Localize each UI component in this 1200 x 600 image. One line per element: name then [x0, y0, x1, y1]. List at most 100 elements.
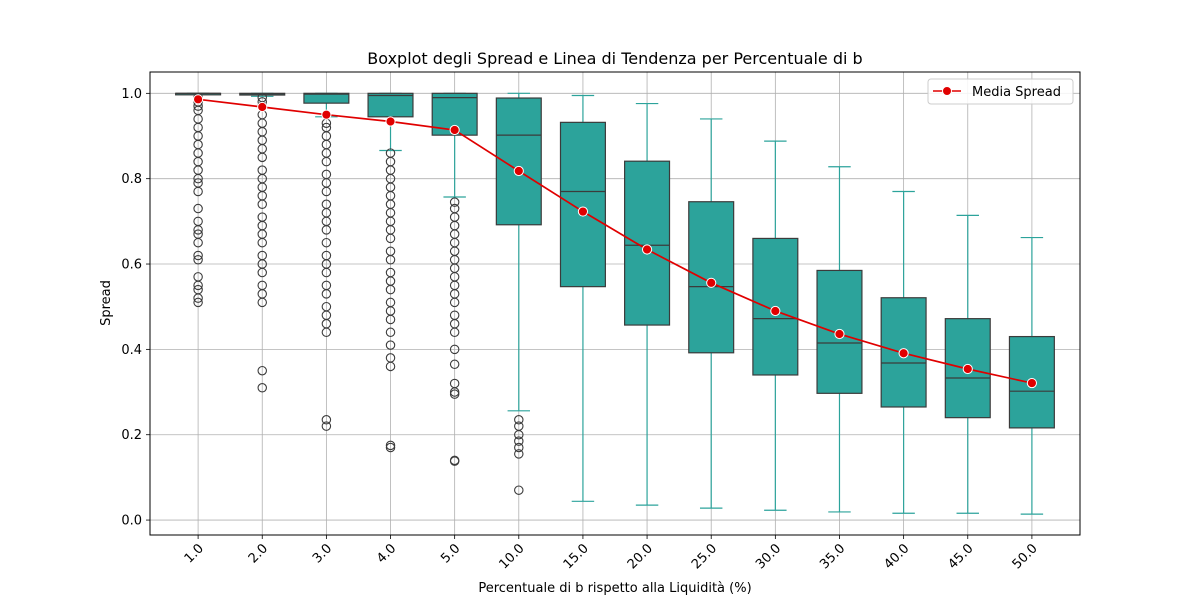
chart-title: Boxplot degli Spread e Linea di Tendenza… — [367, 49, 862, 68]
box-25.0 — [688, 118, 735, 509]
mean-spread-point — [577, 206, 589, 217]
box-30.0 — [752, 140, 799, 511]
x-axis-label: Percentuale di b rispetto alla Liquidità… — [478, 581, 751, 596]
legend-label-media-spread: Media Spread — [972, 85, 1061, 100]
outlier-point — [193, 203, 203, 214]
outlier-point — [449, 378, 460, 389]
x-tick-label: 20.0 — [625, 541, 656, 572]
outlier-point — [514, 485, 524, 495]
outlier-point — [321, 169, 332, 180]
outlier-point — [449, 310, 460, 320]
legend-frame — [927, 78, 1074, 105]
mean-spread-point — [898, 348, 909, 359]
x-tick-label: 1.0 — [182, 541, 207, 566]
y-tick-label: 1.0 — [121, 87, 142, 102]
mean-spread-point — [834, 328, 845, 340]
box-15.0 — [559, 94, 606, 502]
outlier-point — [449, 455, 460, 466]
outlier-point — [385, 353, 396, 363]
box-20.0 — [624, 102, 671, 506]
y-tick-label: 0.2 — [121, 428, 142, 443]
outlier-point — [257, 92, 267, 103]
outlier-point — [257, 212, 267, 222]
outlier-point — [385, 246, 396, 256]
x-tick-label: 35.0 — [817, 541, 848, 572]
box-50.0 — [1008, 236, 1055, 515]
outlier-point — [514, 449, 524, 459]
outlier-point — [193, 250, 203, 261]
outlier-point — [321, 421, 332, 431]
outlier-point — [514, 421, 524, 431]
outlier-point — [257, 250, 267, 261]
outlier-point — [193, 229, 203, 239]
mean-spread-point — [193, 94, 204, 105]
mean-spread-point — [1026, 377, 1037, 389]
mean-spread-point — [513, 165, 524, 177]
outlier-point — [514, 415, 524, 425]
plot-frame — [149, 71, 1081, 536]
boxes — [175, 92, 1055, 515]
outlier-point — [321, 301, 332, 312]
mean-spread-point — [641, 244, 653, 255]
iqr-box — [624, 160, 671, 326]
outlier-point — [385, 148, 396, 158]
outlier-point — [385, 297, 396, 308]
mean-spread-point — [770, 305, 781, 317]
grid — [150, 72, 1080, 535]
outlier-point — [193, 255, 203, 265]
outlier-point — [514, 436, 524, 446]
outlier-point — [321, 199, 332, 210]
y-tick-label: 0.4 — [121, 343, 142, 358]
x-tick-label: 50.0 — [1010, 541, 1041, 572]
x-tick-label: 45.0 — [946, 541, 977, 572]
mean-spread-point — [449, 124, 460, 136]
x-tick-label: 2.0 — [246, 541, 271, 566]
x-tick-label: 40.0 — [881, 541, 912, 572]
y-tick-label: 0.8 — [121, 172, 142, 187]
x-tick-label: 25.0 — [689, 541, 720, 572]
mean-spread-line — [198, 98, 1033, 384]
outlier-point — [449, 344, 460, 355]
outlier-point — [321, 237, 332, 248]
outlier-point — [385, 440, 396, 451]
mean-spread-point — [321, 109, 332, 120]
x-tick-label: 15.0 — [561, 541, 592, 572]
outlier-point — [193, 272, 203, 282]
x-tick-label: 4.0 — [374, 541, 399, 566]
outlier-point — [449, 203, 460, 214]
iqr-box — [688, 201, 735, 354]
outlier-point — [193, 297, 203, 308]
box-5.0 — [431, 92, 478, 198]
outlier-point — [257, 383, 267, 393]
outlier-point — [321, 280, 332, 291]
outlier-point — [449, 359, 460, 370]
outlier-point — [257, 165, 267, 175]
x-tick-label: 30.0 — [753, 541, 784, 572]
mean-line — [193, 94, 1037, 389]
outlier-point — [257, 365, 267, 376]
outlier-point — [193, 284, 203, 295]
y-axis-label: Spread — [99, 280, 114, 326]
legend: Media Spread — [927, 78, 1074, 105]
iqr-box — [303, 92, 350, 104]
outlier-point — [514, 442, 524, 453]
x-tick-label: 5.0 — [438, 541, 463, 566]
mean-spread-point — [385, 116, 396, 127]
outlier-point — [321, 415, 332, 425]
outlier-point — [321, 122, 332, 133]
outlier-point — [449, 197, 460, 207]
x-tick-label: 3.0 — [310, 541, 335, 566]
outliers — [193, 92, 524, 495]
y-tick-label: 0.6 — [121, 258, 142, 273]
y-tick-label: 0.0 — [121, 514, 142, 529]
outlier-point — [193, 178, 203, 188]
iqr-box — [367, 92, 414, 118]
outlier-point — [193, 216, 203, 227]
mean-spread-point — [706, 277, 717, 288]
box-10.0 — [495, 92, 542, 412]
mean-spread-point — [962, 363, 973, 375]
outlier-point — [257, 280, 267, 291]
outlier-point — [385, 340, 396, 350]
legend-marker-swatch — [942, 86, 952, 96]
